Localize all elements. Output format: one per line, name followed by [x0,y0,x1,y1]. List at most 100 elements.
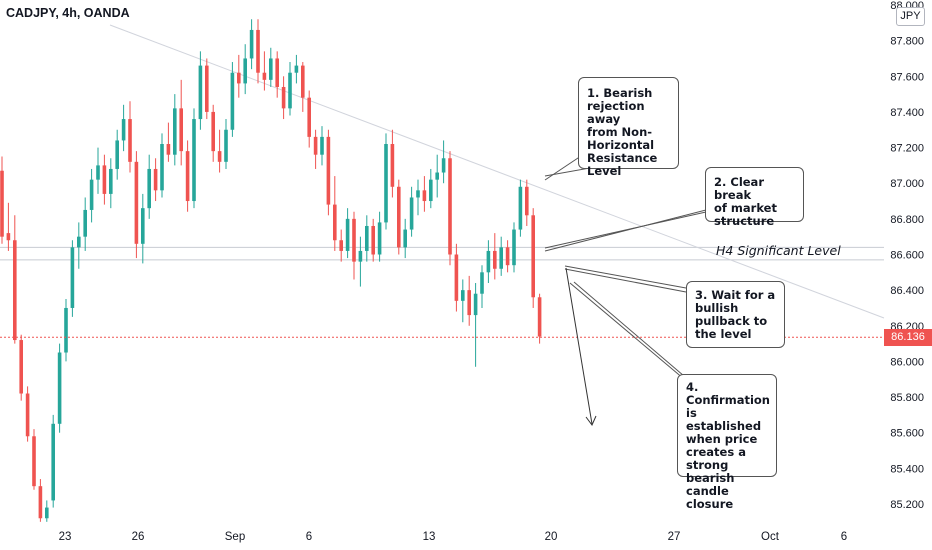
time-axis[interactable]: 23 26 Sep 6 13 20 27 Oct 6 [59,531,848,543]
candle [96,147,100,194]
candle-body [486,250,491,273]
candle-body [0,170,4,237]
candle-body [288,72,292,109]
candle-body [371,225,375,255]
candle-body [134,161,139,244]
candle [480,265,484,308]
candle-body [493,250,497,269]
candle [13,215,17,344]
candle-body [473,293,478,316]
candle [134,151,139,259]
candle-body [281,86,286,109]
candle-body [77,236,81,248]
candle-body [211,111,215,152]
candle-body [269,58,273,80]
candle-body [83,209,87,237]
candle-body [192,119,196,202]
candle-body [64,307,68,353]
candle-body [352,218,356,262]
horizontal-levels [0,246,884,261]
candle [403,218,407,259]
candle-body [525,186,529,216]
candle [192,108,196,209]
candle [518,179,523,237]
candle [320,126,324,166]
candle [288,62,292,116]
symbol-title: CADJPY, 4h, OANDA [6,6,130,20]
candle-body [294,65,299,73]
candle-body [345,218,350,251]
candle-body [109,168,113,194]
candle-body [262,72,267,80]
candle-body [179,108,183,152]
candle [147,154,151,219]
candle-body [205,65,209,112]
candle-body [25,393,30,437]
candle [38,479,43,522]
candle [493,233,497,280]
candle-body [499,247,503,269]
candle-body [45,507,49,519]
candle-body [237,72,241,84]
candle-body [243,58,247,84]
candle [6,202,11,251]
candle [531,208,535,308]
candle-body [32,436,36,487]
candle-body [301,65,305,98]
candle [57,343,62,433]
currency-badge[interactable]: JPY [896,7,925,26]
candle-body [480,272,484,294]
candle-body [141,208,145,244]
candle-body [461,290,465,301]
x-tick-label: 27 [668,531,681,543]
current-price-tag: 86.136 [884,328,932,346]
level-label: H4 Significant Level [716,243,841,258]
candle-body [518,186,523,230]
candle [365,215,369,262]
candle [230,62,235,137]
candle-body [441,158,446,173]
candle [512,222,516,273]
y-tick-label: 86.800 [890,214,924,226]
price-axis[interactable]: 85.20085.40085.60085.80086.00086.20086.4… [890,0,924,511]
candle-body [198,65,203,120]
candle [262,51,267,91]
candle [275,51,279,98]
candle [461,279,465,323]
candle [294,54,299,84]
y-tick-label: 85.400 [890,463,924,475]
candle [499,236,503,276]
candle [70,240,75,317]
candle-body [19,340,23,394]
y-tick-label: 85.800 [890,392,924,404]
candle-body [249,29,254,59]
candle [237,54,241,98]
candle [32,429,36,490]
candle [64,299,68,362]
candle [205,58,209,120]
candles [0,19,542,522]
candle-body [166,144,171,155]
x-tick-label: 6 [306,531,312,543]
candle [185,140,190,212]
y-tick-label: 86.000 [890,356,924,368]
candle [339,229,343,262]
candle-body [128,119,132,162]
y-tick-label: 87.800 [890,36,924,48]
candle-body [537,297,542,337]
x-tick-label: 20 [545,531,558,543]
candle-body [409,197,414,230]
candle [128,101,132,173]
candle-body [416,190,420,198]
candle-body [313,136,318,155]
candle-body [89,179,94,210]
candle-body [96,165,100,180]
candle [454,243,459,312]
candle-body [256,29,260,73]
candle-body [307,97,311,137]
candle [409,186,414,237]
candle [505,240,510,273]
y-tick-label: 87.400 [890,107,924,119]
candle-body [403,229,407,248]
